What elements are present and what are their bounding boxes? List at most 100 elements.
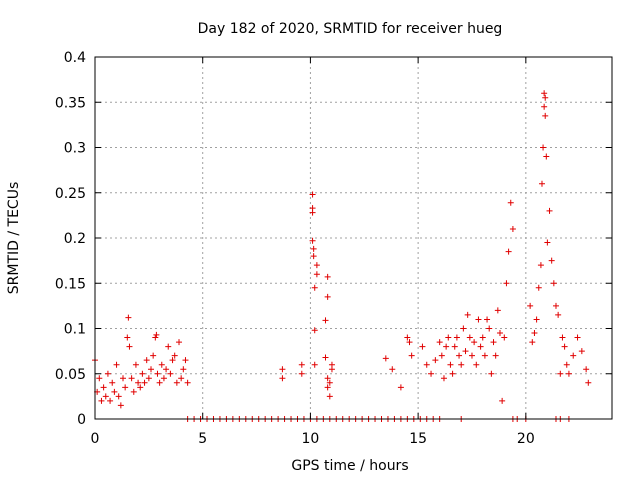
data-point: [486, 325, 493, 332]
data-point: [505, 248, 512, 255]
data-point: [537, 262, 544, 269]
data-point: [550, 280, 557, 287]
data-point: [100, 384, 107, 391]
data-point: [171, 352, 178, 359]
data-point: [453, 334, 460, 341]
data-point: [98, 397, 105, 404]
data-point: [176, 339, 183, 346]
data-point: [96, 375, 103, 382]
data-point: [141, 379, 148, 386]
y-tick-label: 0.3: [64, 141, 86, 157]
data-point: [117, 402, 124, 409]
data-point: [122, 384, 129, 391]
data-point: [156, 379, 163, 386]
data-point: [540, 144, 547, 151]
data-point: [328, 366, 335, 373]
data-point: [559, 334, 566, 341]
x-tick-label: 5: [198, 431, 207, 447]
data-point: [130, 388, 137, 395]
data-point: [531, 330, 538, 337]
data-point: [184, 379, 191, 386]
data-point: [173, 379, 180, 386]
plot-frame: [94, 56, 613, 420]
data-point: [143, 357, 150, 364]
data-point: [132, 361, 139, 368]
data-point: [438, 352, 445, 359]
data-point: [479, 334, 486, 341]
data-point: [326, 379, 333, 386]
data-point: [145, 375, 152, 382]
data-point: [509, 225, 516, 232]
data-point: [310, 245, 317, 252]
data-point: [324, 293, 331, 300]
data-point: [578, 348, 585, 355]
data-point: [309, 237, 316, 244]
x-tick-label: 0: [91, 431, 100, 447]
data-point: [324, 273, 331, 280]
data-point: [279, 375, 286, 382]
data-point: [326, 393, 333, 400]
data-point: [447, 361, 454, 368]
data-point: [324, 384, 331, 391]
y-tick-label: 0.4: [64, 50, 86, 66]
data-point: [165, 343, 172, 350]
data-point: [428, 370, 435, 377]
data-point: [382, 355, 389, 362]
data-point: [310, 253, 317, 260]
data-point: [107, 397, 114, 404]
data-point: [503, 280, 510, 287]
data-point: [471, 339, 478, 346]
data-point: [313, 271, 320, 278]
data-point: [527, 302, 534, 309]
data-point: [570, 352, 577, 359]
data-point: [507, 199, 514, 206]
data-point: [533, 316, 540, 323]
x-tick-label: 20: [517, 431, 535, 447]
data-point: [494, 307, 501, 314]
data-point: [404, 334, 411, 341]
data-point: [309, 209, 316, 216]
data-point: [548, 257, 555, 264]
data-point: [311, 361, 318, 368]
data-point: [477, 343, 484, 350]
data-point: [458, 361, 465, 368]
data-point: [148, 366, 155, 373]
data-point: [466, 334, 473, 341]
data-point: [543, 153, 550, 160]
data-point: [154, 370, 161, 377]
data-point: [322, 354, 329, 361]
data-point: [126, 343, 133, 350]
data-point: [460, 325, 467, 332]
data-point: [124, 334, 131, 341]
data-point: [574, 334, 581, 341]
data-point: [585, 379, 592, 386]
data-point: [443, 343, 450, 350]
data-point: [178, 375, 185, 382]
data-point: [449, 370, 456, 377]
data-point: [473, 361, 480, 368]
data-point: [481, 352, 488, 359]
chart-title: Day 182 of 2020, SRMTID for receiver hue…: [198, 21, 503, 37]
data-point: [583, 366, 590, 373]
data-point: [529, 339, 536, 346]
x-tick-label: 15: [409, 431, 427, 447]
y-ticks: 0 0.05 0.1 0.15 0.2 0.25 0.3 0.35 0.4: [55, 50, 612, 428]
data-point: [552, 302, 559, 309]
data-point: [313, 262, 320, 269]
data-point: [496, 330, 503, 337]
data-point: [563, 361, 570, 368]
data-point: [104, 370, 111, 377]
y-tick-label: 0.35: [55, 95, 86, 111]
data-point: [555, 311, 562, 318]
data-point: [324, 375, 331, 382]
data-point: [167, 370, 174, 377]
data-point: [484, 316, 491, 323]
y-tick-label: 0.1: [64, 322, 86, 338]
data-point: [565, 370, 572, 377]
data-point: [406, 339, 413, 346]
markers: [92, 90, 592, 422]
data-point: [546, 207, 553, 214]
data-point: [468, 352, 475, 359]
data-point: [153, 331, 160, 338]
data-point: [169, 357, 176, 364]
